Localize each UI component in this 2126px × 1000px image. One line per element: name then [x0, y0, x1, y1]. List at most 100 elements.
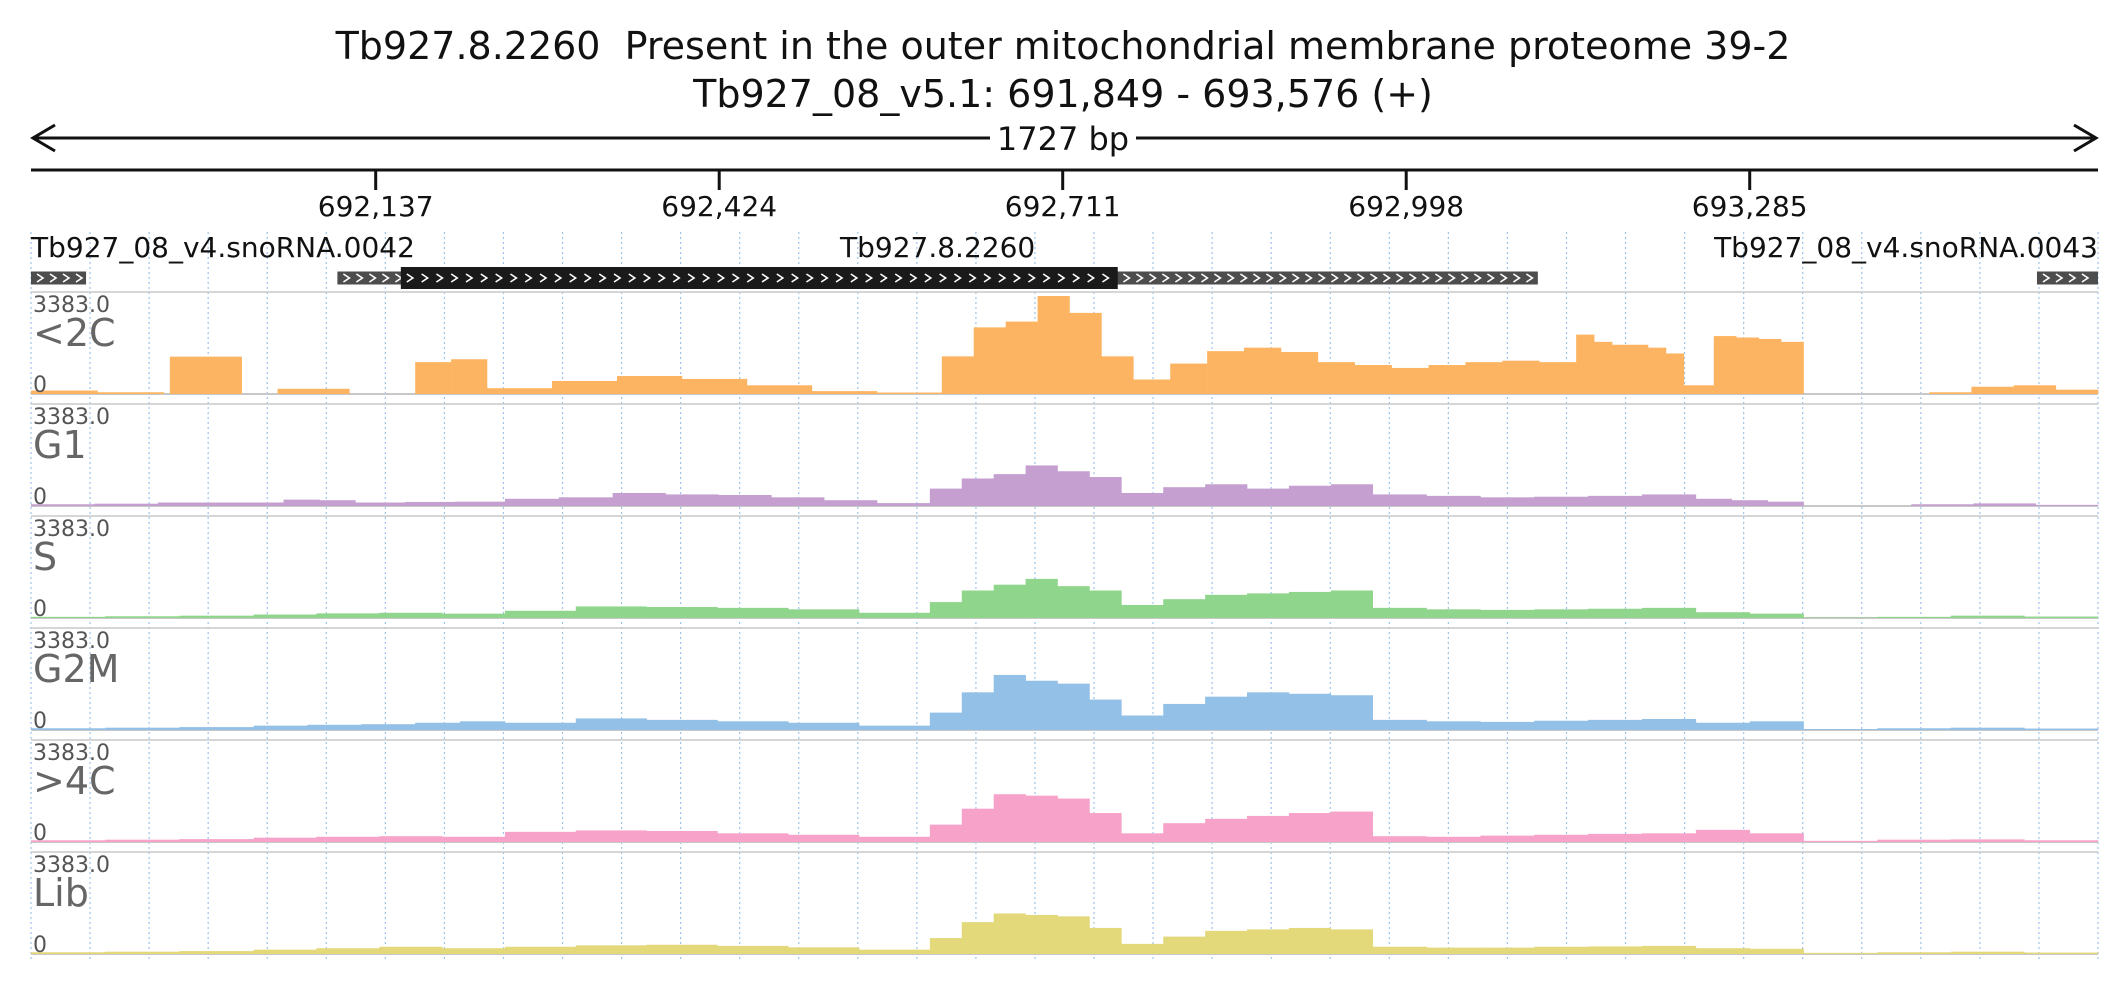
- coverage-bar: [1121, 833, 1164, 842]
- span-label: 1727 bp: [997, 120, 1129, 158]
- y-max-label: 3383.0: [33, 853, 110, 878]
- coverage-bar: [1372, 719, 1427, 730]
- coverage-bar: [1911, 504, 1974, 506]
- coverage-bar: [179, 615, 254, 618]
- coverage-bar: [1244, 347, 1282, 394]
- strand-chevron: [355, 273, 364, 283]
- strand-chevron: [1252, 273, 1261, 283]
- coverage-bar: [1069, 312, 1102, 394]
- coverage-bar: [961, 808, 994, 842]
- coverage-bar: [1877, 952, 1952, 954]
- coverage-bar: [455, 501, 506, 506]
- coverage-bar: [504, 722, 577, 730]
- coverage-bar: [31, 840, 106, 842]
- y-max-label: 3383.0: [33, 741, 110, 766]
- coverage-bar: [1950, 615, 2025, 618]
- coverage-bar: [1163, 823, 1206, 842]
- coverage-bar: [1089, 813, 1122, 842]
- strand-chevron: [2042, 273, 2051, 283]
- strand-chevron: [480, 273, 489, 283]
- coverage-bar: [1163, 936, 1206, 954]
- coverage-bar: [788, 834, 860, 842]
- coverage-bar: [1317, 362, 1356, 394]
- strand-chevron: [421, 273, 430, 283]
- coverage-bar: [1877, 616, 1952, 618]
- coverage-bar: [1534, 496, 1589, 506]
- track-label: G2M: [33, 647, 119, 691]
- coverage-bar: [612, 492, 666, 506]
- coverage-bar: [1133, 379, 1171, 394]
- strand-chevron: [1213, 273, 1222, 283]
- strand-chevron: [1072, 273, 1081, 283]
- coverage-bar: [859, 612, 931, 618]
- coverage-bar: [1695, 722, 1751, 730]
- strand-chevron: [2055, 273, 2064, 283]
- coverage-bar: [1280, 351, 1319, 394]
- coverage-bar: [1641, 718, 1697, 730]
- coverage-bar: [1205, 696, 1248, 730]
- strand-chevron: [36, 273, 45, 283]
- span-arrow-right: [2073, 123, 2099, 153]
- coverage-bar: [646, 830, 718, 842]
- coverage-bar: [1971, 386, 2014, 394]
- strand-chevron: [1161, 273, 1170, 283]
- strand-chevron: [1027, 273, 1036, 283]
- strand-chevron: [406, 273, 415, 283]
- coverage-bar: [1057, 683, 1090, 730]
- y-min-label: 0: [33, 709, 47, 734]
- strand-chevron: [342, 273, 351, 283]
- coverage-bar: [1025, 795, 1058, 842]
- coverage-bar: [616, 376, 683, 394]
- coverage-bar: [788, 722, 860, 730]
- strand-chevron: [1291, 273, 1300, 283]
- coverage-bar: [205, 356, 242, 394]
- coverage-bar: [2013, 385, 2057, 394]
- strand-chevron: [879, 273, 888, 283]
- coverage-bar: [179, 951, 254, 954]
- y-max-label: 3383.0: [33, 405, 110, 430]
- coverage-bar: [105, 839, 180, 842]
- y-min-label: 0: [33, 373, 47, 398]
- coverage-bar: [1803, 617, 1878, 618]
- coverage-bar: [1025, 680, 1058, 730]
- coverage-bar: [1025, 914, 1058, 954]
- track-label: >4C: [33, 759, 116, 803]
- strand-chevron: [1395, 273, 1404, 283]
- coverage-bar: [1695, 948, 1751, 954]
- strand-chevron: [554, 273, 563, 283]
- coverage-bar: [504, 946, 577, 954]
- coverage-bar: [179, 839, 254, 842]
- coverage-bar: [2024, 728, 2099, 730]
- track-3: 3383.0S 0: [31, 515, 2099, 622]
- coverage-bar: [859, 949, 931, 954]
- coverage-bar: [1205, 930, 1248, 954]
- y-max-label: 3383.0: [33, 293, 110, 318]
- chart-subtitle: Tb927_08_v5.1: 691,849 - 693,576 (+): [693, 72, 1433, 116]
- coverage-bar: [1803, 840, 1878, 842]
- coverage-bar: [1534, 946, 1589, 954]
- coverage-bar: [361, 724, 416, 730]
- coverage-bar: [717, 945, 789, 954]
- coverage-bar: [1929, 392, 1972, 394]
- coverage-bar: [1749, 833, 1804, 842]
- strand-chevron: [643, 273, 652, 283]
- track-label: G1: [33, 423, 87, 467]
- coverage-bar: [313, 388, 350, 394]
- coverage-bar: [1534, 720, 1589, 730]
- coverage-bar: [1594, 341, 1613, 394]
- strand-chevron: [657, 273, 666, 283]
- strand-chevron: [509, 273, 518, 283]
- x-tick-label: 693,285: [1692, 190, 1808, 223]
- strand-chevron: [1101, 273, 1110, 283]
- coverage-bar: [1749, 948, 1804, 954]
- coverage-bar: [1736, 337, 1759, 394]
- coverage-bar: [2024, 952, 2099, 954]
- coverage-bar: [1205, 594, 1248, 618]
- coverage-bar: [1025, 578, 1058, 618]
- track-label: <2C: [33, 311, 116, 355]
- coverage-bar: [504, 498, 560, 506]
- strand-chevron: [983, 273, 992, 283]
- coverage-bar: [1247, 593, 1290, 618]
